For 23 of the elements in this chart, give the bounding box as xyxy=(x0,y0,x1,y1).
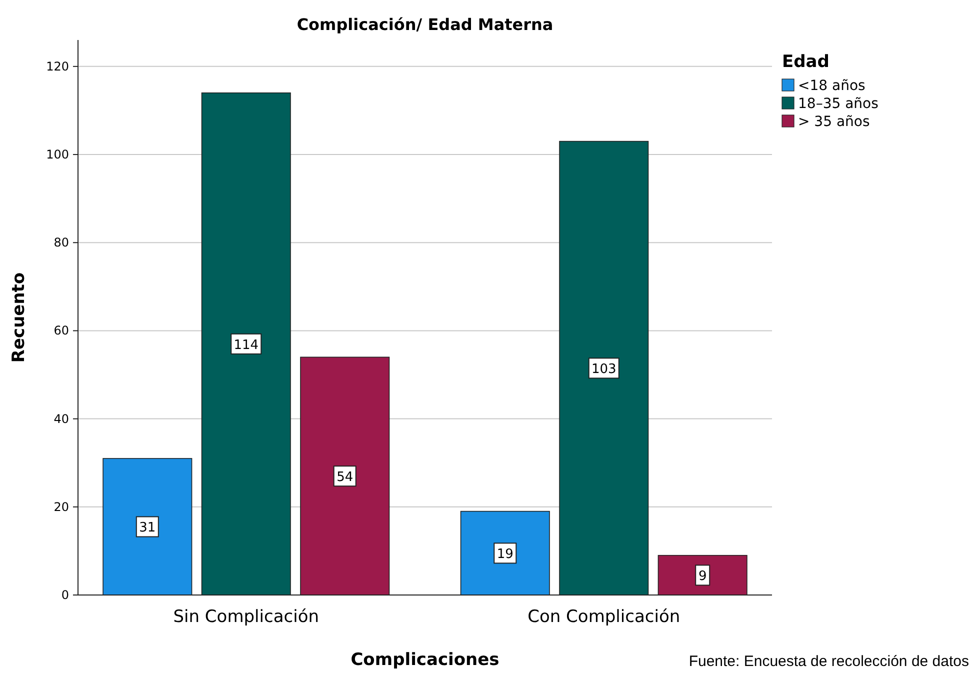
y-tick-label: 0 xyxy=(61,588,69,602)
y-tick-label: 80 xyxy=(54,236,69,250)
data-label: 54 xyxy=(336,470,354,486)
data-label: 9 xyxy=(698,569,707,584)
data-label: 31 xyxy=(139,520,156,536)
legend-label: 18–35 años xyxy=(798,96,878,112)
source-note: Fuente: Encuesta de recolección de datos xyxy=(688,653,969,670)
y-axis-title: Recuento xyxy=(9,272,29,363)
legend-title: Edad xyxy=(782,52,830,72)
y-tick-label: 40 xyxy=(54,412,69,426)
data-label: 103 xyxy=(591,362,616,378)
y-tick-label: 120 xyxy=(46,59,69,74)
y-tick-label: 100 xyxy=(46,148,69,162)
x-tick-label: Sin Complicación xyxy=(173,607,320,627)
chart-title: Complicación/ Edad Materna xyxy=(296,15,554,34)
y-tick-label: 60 xyxy=(54,324,69,338)
y-tick-label: 20 xyxy=(54,500,69,514)
legend-label: <18 años xyxy=(798,78,866,94)
legend-label: > 35 años xyxy=(798,114,870,130)
x-tick-label: Con Complicación xyxy=(528,607,680,627)
data-label: 114 xyxy=(234,338,259,353)
x-axis-title: Complicaciones xyxy=(350,650,500,670)
data-label: 19 xyxy=(496,547,514,562)
